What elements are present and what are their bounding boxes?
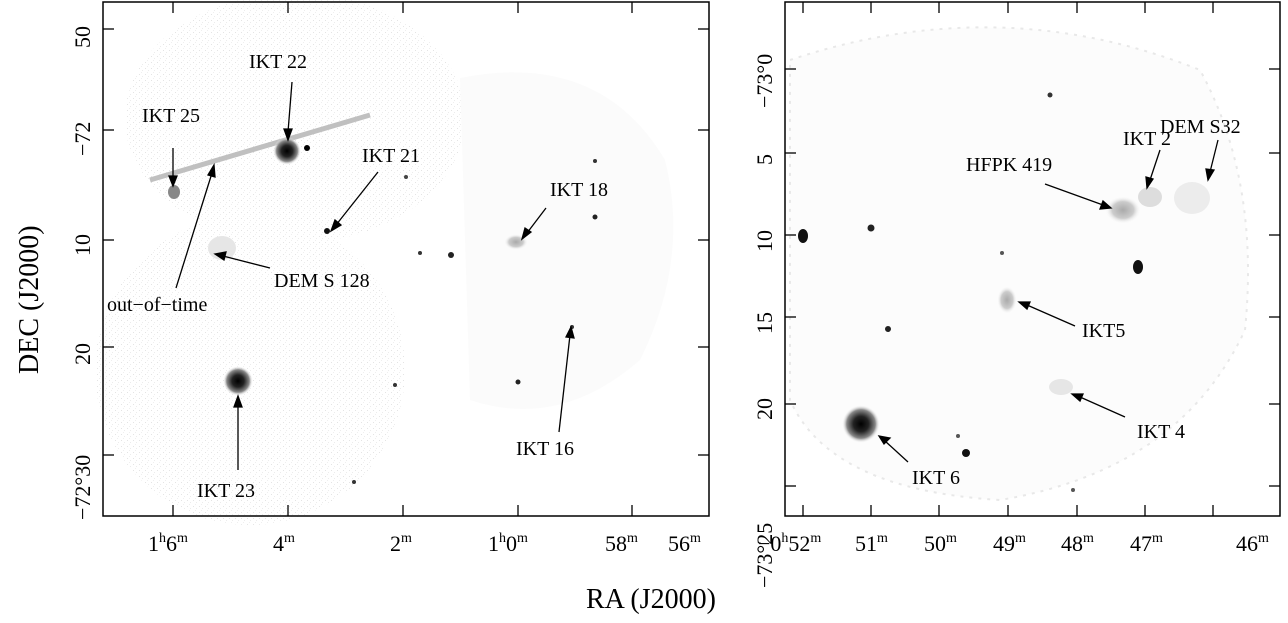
label-ikt2: IKT 2: [1123, 128, 1171, 150]
source-dot: [962, 449, 970, 457]
right-dec-tick: 10: [752, 230, 777, 252]
right-ra-tick: 47m: [1130, 531, 1163, 556]
right-ra-tick: 46m: [1236, 531, 1269, 556]
label-out-of-time: out−of−time: [107, 294, 207, 316]
source-ikt21: [324, 228, 330, 234]
source-dot: [1047, 92, 1053, 98]
source-dot: [304, 145, 310, 151]
source-dot: [404, 175, 408, 179]
right-dec-tick: 5: [752, 154, 777, 165]
label-ikt18: IKT 18: [550, 179, 608, 201]
source-ikt25: [168, 185, 180, 199]
out-of-time-streak: [149, 112, 371, 183]
left-ra-tick: 1h6m: [148, 531, 188, 556]
source-dot: [593, 159, 597, 163]
source-ikt23: [223, 366, 253, 396]
source-ikt2: [1138, 187, 1162, 207]
source-dot: [1133, 260, 1143, 274]
left-ra-tick: 4m: [273, 531, 295, 556]
source-dot: [592, 214, 598, 220]
label-ikt5: IKT5: [1082, 320, 1125, 342]
left-arrows: [168, 81, 575, 470]
left-dec-tick: −72: [70, 122, 95, 156]
left-panel: IKT 22 IKT 25 IKT 21 IKT 18 DEM S 128 ou…: [70, 0, 710, 556]
left-ra-tick: 1h0m: [488, 531, 528, 556]
label-hfpk419: HFPK 419: [966, 154, 1052, 176]
right-ra-tick: 49m: [993, 531, 1026, 556]
source-dot: [885, 326, 891, 332]
left-tick-marks: [103, 2, 709, 516]
right-dec-tick: 20: [752, 398, 777, 420]
label-ikt21: IKT 21: [362, 145, 420, 167]
left-dec-tick: 50: [70, 26, 95, 48]
right-arrows: [877, 139, 1219, 463]
source-ikt4: [1049, 379, 1073, 395]
right-panel: DEM S32 IKT 2 HFPK 419 IKT5 IKT 4 IKT 6 …: [752, 1, 1281, 588]
source-dot: [418, 251, 422, 255]
right-dec-tick: −73°0: [752, 54, 777, 108]
label-ikt25: IKT 25: [142, 105, 200, 127]
source-dot: [352, 480, 356, 484]
right-tick-marks: [785, 2, 1280, 516]
label-dem-s128: DEM S 128: [274, 270, 370, 292]
label-ikt22: IKT 22: [249, 51, 307, 73]
left-dec-tick: 10: [70, 234, 95, 256]
label-dem-s32: DEM S32: [1160, 116, 1241, 138]
right-ra-tick: 50m: [924, 531, 957, 556]
left-ra-tick: 56m: [668, 531, 701, 556]
label-ikt4: IKT 4: [1137, 421, 1185, 443]
right-ra-tick: −0h52m: [758, 531, 821, 556]
source-dot: [956, 434, 960, 438]
right-axes-frame: [784, 1, 1281, 517]
label-ikt6: IKT 6: [912, 467, 960, 489]
source-dem-s32: [1174, 182, 1210, 214]
source-ikt22: [273, 137, 301, 165]
label-ikt16: IKT 16: [516, 438, 574, 460]
left-field-coverage: [95, 0, 674, 525]
right-field-coverage: [789, 26, 1249, 502]
source-dot: [515, 379, 521, 385]
y-axis-title: DEC (J2000): [14, 225, 45, 374]
source-dot: [798, 229, 808, 243]
source-ikt5: [997, 286, 1017, 314]
left-axes-frame: [102, 1, 710, 517]
left-dec-tick: −72°30: [70, 455, 95, 520]
right-dec-tick: 15: [752, 312, 777, 334]
right-dec-tick: −73°25: [752, 523, 777, 588]
left-ra-tick: 2m: [390, 531, 412, 556]
x-axis-title: RA (J2000): [586, 584, 716, 615]
left-dec-tick: 20: [70, 343, 95, 365]
source-dot: [1071, 488, 1075, 492]
source-dot: [1000, 251, 1004, 255]
right-ra-tick: 51m: [855, 531, 888, 556]
source-hfpk419: [1105, 196, 1141, 224]
source-ikt6: [842, 405, 880, 443]
label-ikt23: IKT 23: [197, 480, 255, 502]
source-dot: [393, 383, 397, 387]
source-dot: [867, 224, 875, 232]
left-ra-tick: 58m: [605, 531, 638, 556]
right-ra-tick: 48m: [1061, 531, 1094, 556]
source-dot: [448, 252, 454, 258]
